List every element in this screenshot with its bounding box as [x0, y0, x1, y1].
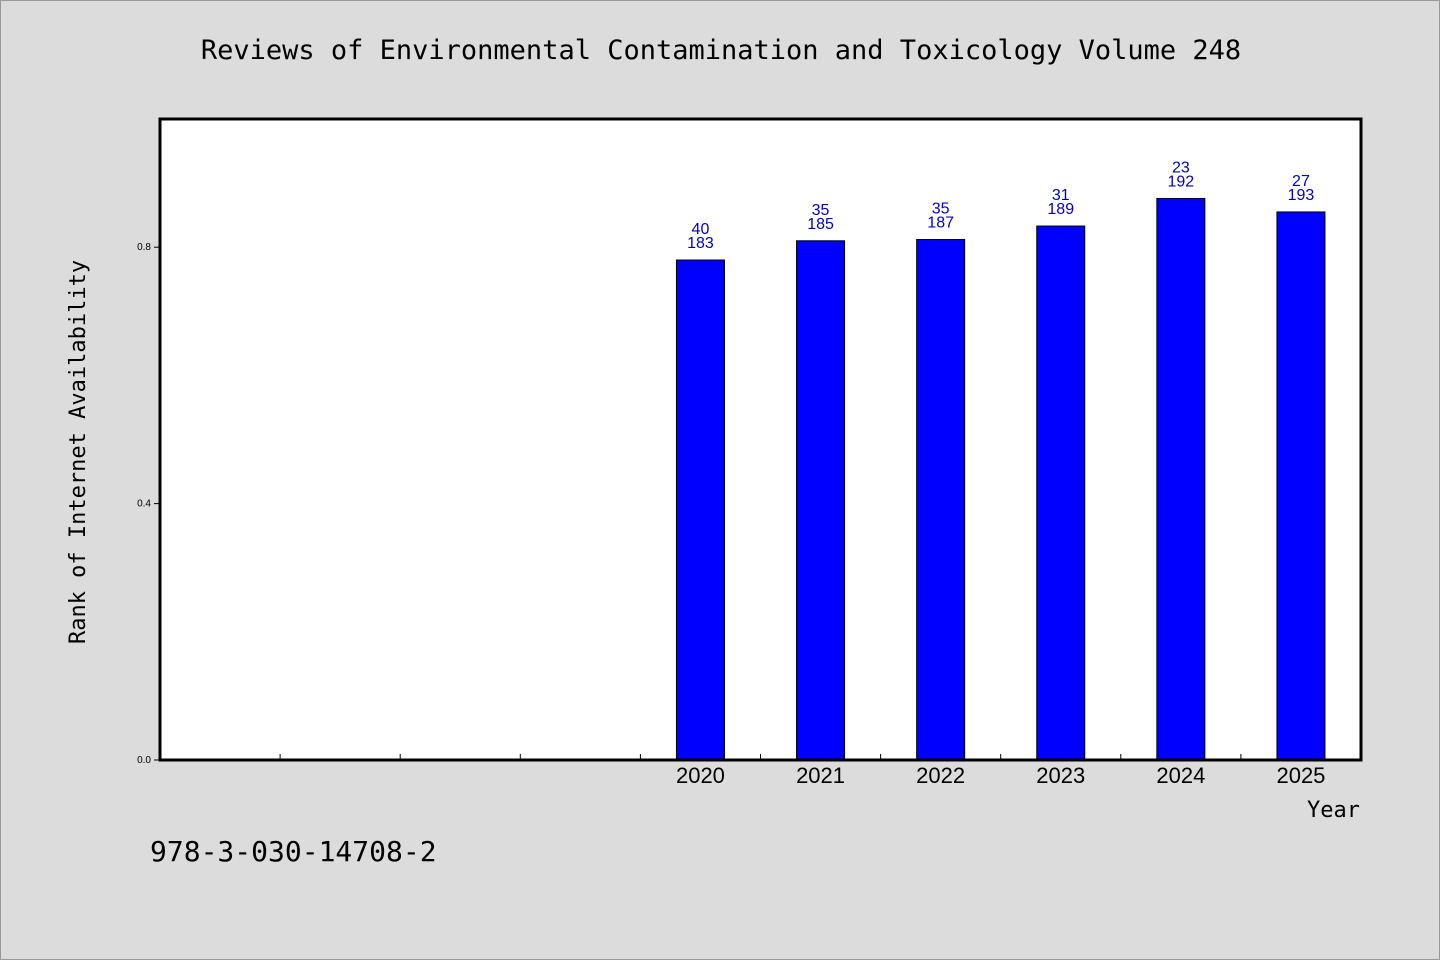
chart-title: Reviews of Environmental Contamination a…	[200, 35, 1242, 66]
bar-label-bottom: 185	[807, 216, 834, 233]
bar-label-top: 27	[1292, 173, 1310, 190]
bar-label-top: 35	[932, 201, 950, 218]
bars-layer	[675, 197, 1326, 761]
bar	[1276, 211, 1326, 761]
x-tick-label: 2024	[1156, 763, 1205, 788]
bar-label-top: 40	[692, 221, 710, 238]
labels-layer: 4018320203518520213518720223118920232319…	[676, 159, 1325, 788]
bar-label-bottom: 189	[1047, 201, 1074, 218]
y-tick-label: 0.0	[137, 755, 151, 766]
isbn-label: 978-3-030-14708-2	[150, 835, 437, 868]
bar-label-bottom: 187	[927, 215, 954, 232]
x-tick-label: 2025	[1276, 763, 1325, 788]
bar	[675, 259, 725, 761]
bar-label-top: 35	[812, 202, 830, 219]
x-axis-title: Year	[1307, 798, 1360, 823]
bar-label-top: 31	[1052, 187, 1070, 204]
x-tick-label: 2023	[1036, 763, 1085, 788]
bar	[1156, 197, 1206, 761]
bar-label-bottom: 192	[1167, 173, 1194, 190]
x-tick-label: 2022	[916, 763, 965, 788]
bar-label-top: 23	[1172, 159, 1190, 176]
y-axis-title: Rank of Internet Availability	[66, 260, 91, 644]
plot-border	[158, 117, 1363, 762]
bar	[796, 240, 846, 761]
x-tick-label: 2020	[676, 763, 725, 788]
bar	[916, 239, 966, 761]
bar	[1036, 225, 1086, 761]
bar-label-bottom: 193	[1288, 187, 1315, 204]
bar-label-bottom: 183	[687, 235, 714, 252]
y-tick-label: 0.8	[137, 242, 151, 253]
x-tick-label: 2021	[796, 763, 845, 788]
y-tick-label: 0.4	[137, 499, 151, 510]
